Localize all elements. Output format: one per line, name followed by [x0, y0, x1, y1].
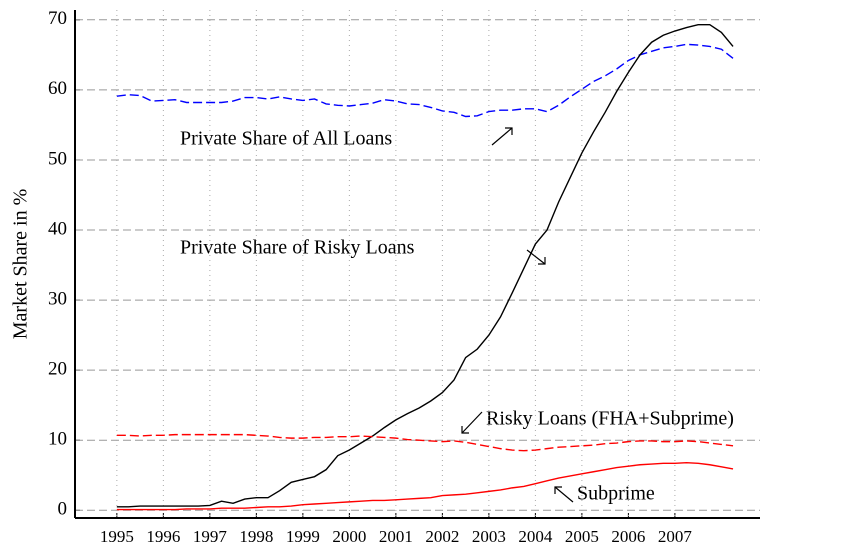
annotation-arrowhead	[505, 127, 513, 135]
x-tick-label: 2006	[611, 527, 645, 546]
x-tick-label: 2007	[658, 527, 693, 546]
annotation-arrow	[461, 411, 483, 434]
series-line	[116, 433, 734, 452]
series-line	[116, 24, 734, 508]
annotation: Private Share of Risky Loans	[180, 237, 415, 259]
series-line	[116, 461, 734, 511]
x-tick-label: 2005	[565, 527, 599, 546]
y-tick-label: 50	[48, 148, 67, 169]
annotation-arrowhead	[538, 257, 546, 265]
x-tick-label: 2004	[518, 527, 553, 546]
x-tick-label: 1995	[100, 527, 134, 546]
annotation-arrow	[491, 127, 513, 146]
series-line	[116, 43, 734, 118]
annotation: Private Share of All Loans	[180, 128, 392, 150]
x-tick-label: 1998	[239, 527, 273, 546]
x-tick-label: 2000	[332, 527, 366, 546]
annotation-arrow	[526, 249, 546, 265]
y-tick-label: 40	[48, 218, 67, 239]
y-tick-label: 70	[48, 8, 67, 29]
y-tick-label: 30	[48, 288, 67, 309]
y-tick-label: 20	[48, 359, 67, 380]
x-tick-label: 2002	[425, 527, 459, 546]
annotation-arrowhead	[461, 426, 469, 434]
annotation: Subprime	[577, 483, 655, 505]
x-tick-label: 2001	[379, 527, 413, 546]
y-tick-label: 0	[58, 499, 68, 520]
x-tick-label: 2003	[472, 527, 506, 546]
x-tick-label: 1999	[286, 527, 320, 546]
y-tick-label: 10	[48, 429, 67, 450]
x-tick-label: 1997	[193, 527, 228, 546]
annotation: Risky Loans (FHA+Subprime)	[486, 408, 734, 430]
y-axis-label: Market Share in %	[10, 189, 32, 340]
annotation-arrow	[554, 486, 574, 503]
annotation-arrowhead	[554, 486, 562, 494]
y-tick-label: 60	[48, 78, 67, 99]
x-tick-label: 1996	[146, 527, 180, 546]
